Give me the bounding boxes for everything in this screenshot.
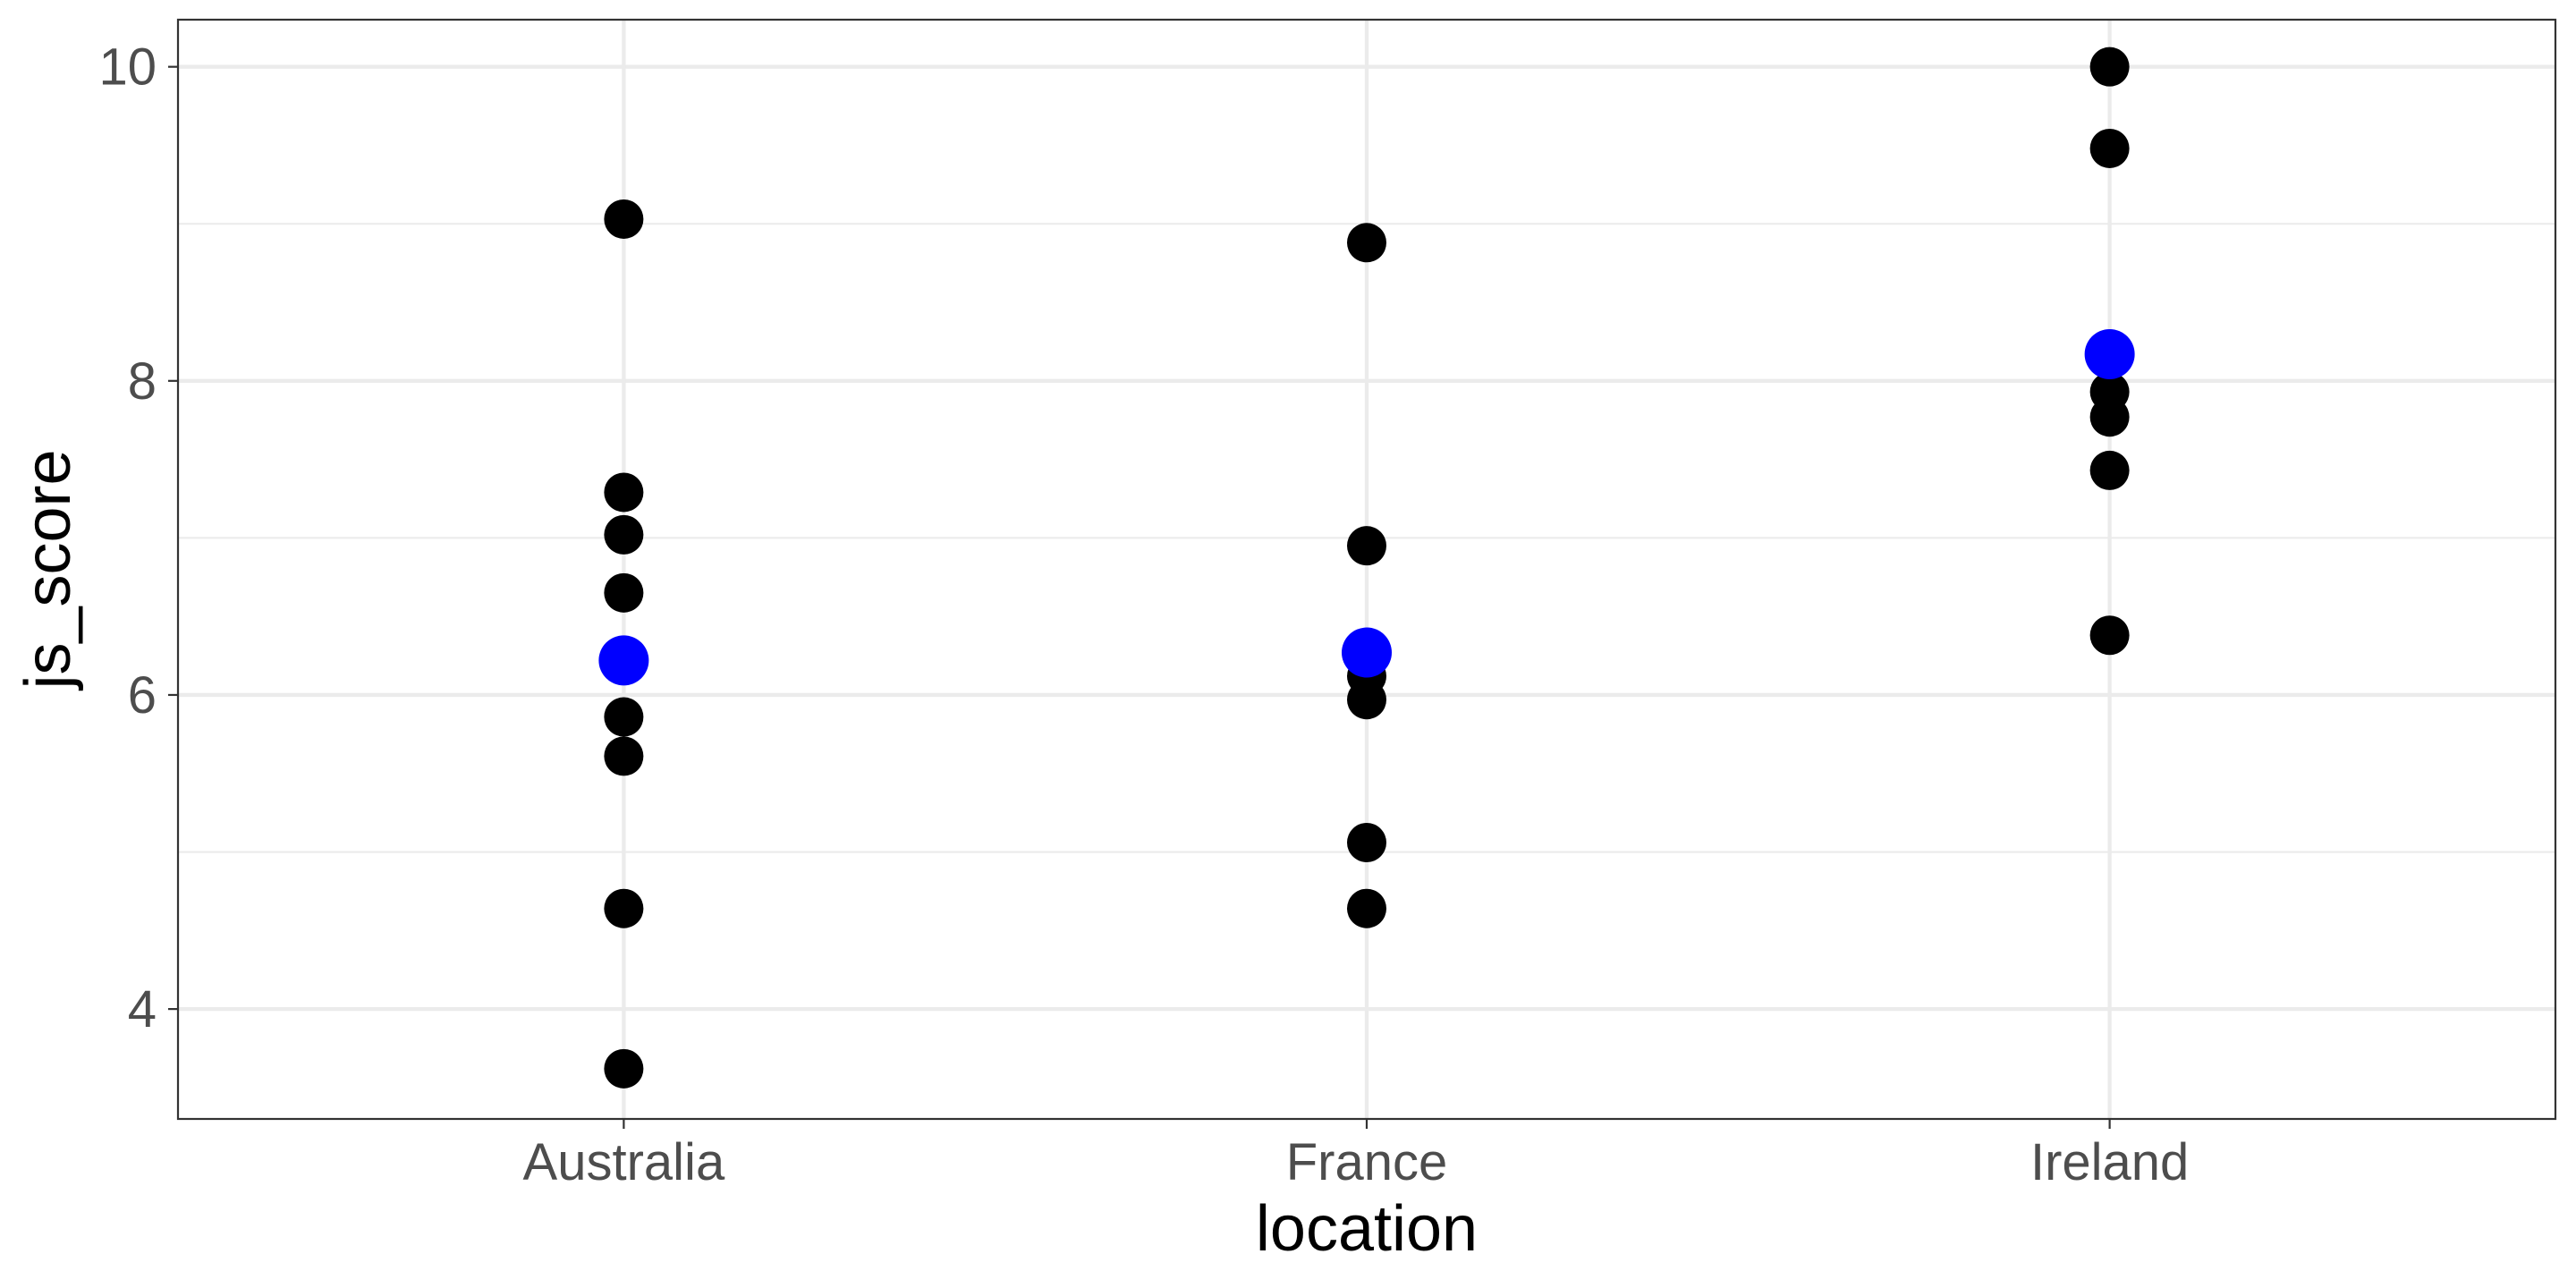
data-point — [604, 199, 644, 239]
data-point — [2089, 47, 2130, 87]
data-point — [1347, 888, 1386, 928]
x-tick-label: France — [1286, 1133, 1448, 1191]
data-point — [2089, 450, 2130, 490]
y-tick-label: 8 — [128, 352, 157, 411]
grid-layer — [178, 20, 2555, 1119]
data-point — [1347, 223, 1386, 263]
data-point — [604, 514, 644, 555]
x-tick-label: Ireland — [2030, 1133, 2189, 1191]
data-point — [604, 888, 644, 928]
data-point — [1347, 822, 1386, 862]
x-axis-title: location — [1256, 1193, 1478, 1265]
x-tick-label: Australia — [523, 1133, 725, 1191]
y-axis-title: js_score — [13, 449, 84, 691]
highlight-point — [1342, 627, 1392, 678]
data-point — [2089, 397, 2130, 437]
data-point — [2089, 128, 2130, 168]
data-point — [604, 736, 644, 776]
data-point — [604, 472, 644, 513]
data-point — [2089, 615, 2130, 656]
axis-layer: 4 6 8 10 Australia France Ireland — [98, 38, 2189, 1191]
highlight-point — [598, 635, 649, 686]
y-tick-label: 6 — [128, 666, 157, 724]
y-tick-label: 10 — [98, 38, 157, 97]
points-layer — [598, 47, 2135, 1089]
data-point — [604, 1048, 644, 1089]
data-point — [604, 697, 644, 737]
data-point — [1347, 680, 1386, 720]
y-tick-label: 4 — [128, 980, 157, 1038]
highlight-point — [2084, 328, 2135, 379]
data-point — [1347, 526, 1386, 566]
data-point — [604, 572, 644, 613]
